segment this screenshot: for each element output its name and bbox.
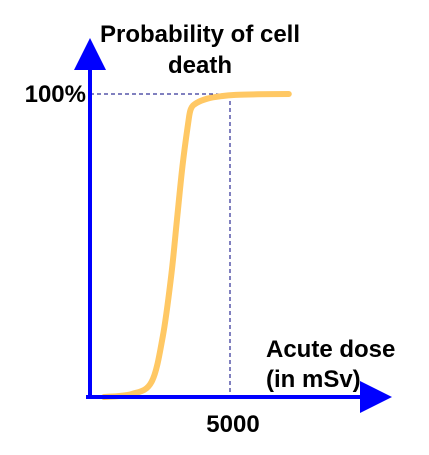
y-tick-label-100: 100% xyxy=(25,81,86,108)
y-axis-title: Probability of cell death xyxy=(100,21,300,79)
x-tick-label-5000: 5000 xyxy=(206,411,259,438)
curve-layer xyxy=(101,91,292,400)
x-axis-title: Acute dose (in mSv) xyxy=(266,336,395,393)
x-axis-title-line-1: Acute dose xyxy=(266,336,395,363)
reference-lines xyxy=(90,93,289,397)
dose-response-curve-0 xyxy=(101,91,292,400)
y-axis-title-line-2: death xyxy=(168,52,232,79)
y-axis-title-line-1: Probability of cell xyxy=(100,21,300,48)
x-axis-title-line-2: (in mSv) xyxy=(266,366,361,393)
